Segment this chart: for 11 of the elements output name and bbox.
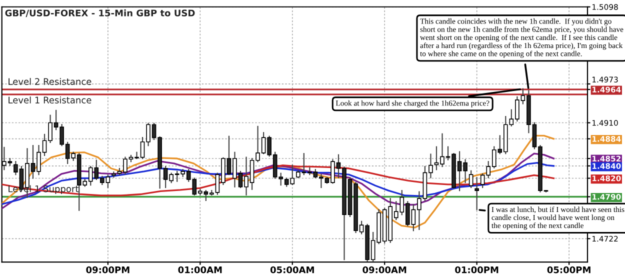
ref-line-label: Level 1 Resistance — [8, 96, 92, 104]
ref-line-label: Level 2 Resistance — [8, 78, 92, 85]
x-tick-label: 09:00PM — [86, 266, 130, 274]
x-tick-label: 05:00AM — [270, 266, 314, 274]
x-tick-label: 05:00PM — [547, 266, 590, 274]
x-tick-label: 01:00PM — [455, 266, 498, 274]
candlestick — [112, 172, 116, 178]
chart-title: GBP/USD-FOREX - 15-Min GBP to USD — [5, 9, 195, 18]
x-tick-label: 09:00AM — [362, 266, 406, 274]
x-tick-label: 01:00AM — [178, 266, 222, 274]
candlestick — [468, 170, 474, 188]
